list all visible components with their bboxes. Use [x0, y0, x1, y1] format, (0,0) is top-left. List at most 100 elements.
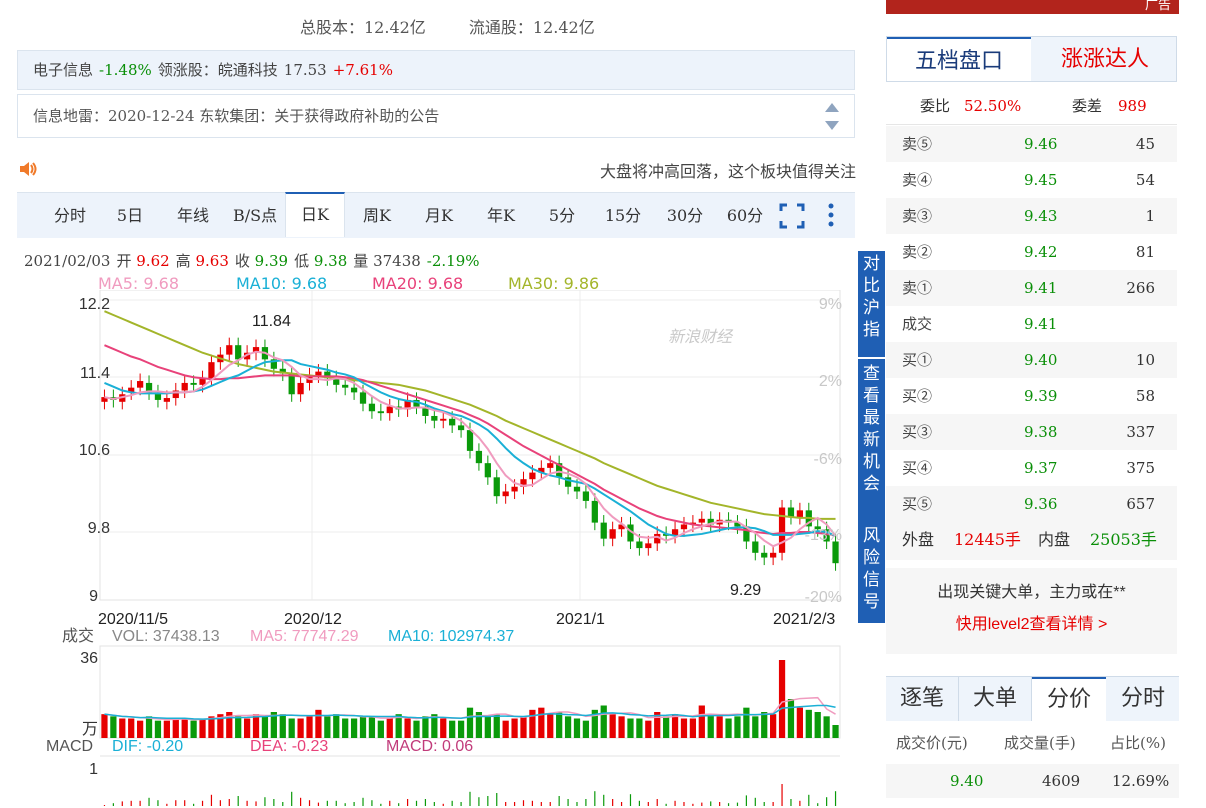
volume-bar — [796, 707, 803, 738]
ad-banner[interactable]: 广告 — [886, 0, 1179, 14]
candle-body — [440, 418, 447, 421]
tab-tick-by-tick[interactable]: 逐笔 — [886, 677, 959, 721]
fullscreen-icon[interactable] — [779, 203, 805, 229]
news-text[interactable]: 信息地雷：2020-12-24 东软集团：关于获得政府补助的公告 — [33, 107, 440, 125]
tip-text[interactable]: 大盘将冲高回落，这个板块值得关注 — [599, 162, 856, 181]
ma20-label: MA20: 9.68 — [372, 274, 464, 293]
volume-bar — [422, 716, 429, 738]
candle-body — [235, 345, 242, 360]
candle-body — [573, 486, 581, 492]
tab-5day[interactable]: 5日 — [116, 206, 144, 225]
speaker-icon[interactable] — [17, 158, 39, 180]
volume-bar — [484, 716, 491, 738]
tab-weekly-k[interactable]: 周K — [363, 206, 391, 225]
volume-bar — [645, 720, 652, 738]
candle-body — [279, 368, 286, 374]
candle-body — [413, 399, 420, 407]
candle-body — [324, 371, 331, 379]
candle-body — [493, 477, 500, 497]
tab-order-book[interactable]: 五档盘口 — [887, 37, 1031, 81]
trade-table-header: 成交价(元) 成交量(手) 占比(%) — [886, 728, 1179, 758]
scroll-down-icon[interactable] — [825, 121, 839, 130]
candle-body — [770, 552, 777, 558]
candle-body — [475, 450, 483, 464]
float-shares: 流通股：12.42亿 — [468, 18, 595, 37]
leader-name[interactable]: 皖通科技 — [217, 61, 278, 79]
volume-bar — [431, 714, 438, 738]
sector-bar[interactable]: 电子信息 -1.48% 领涨股：皖通科技 17.53 +7.61% — [17, 50, 855, 90]
sector-name[interactable]: 电子信息 — [33, 61, 94, 79]
vol-tick-0: 36 — [80, 650, 98, 667]
kline-chart[interactable]: 新浪财经 12.2 11.4 10.6 9.8 9 9% 2% -6% -13%… — [0, 290, 856, 808]
side-latest-chance[interactable]: 查看最新机会 — [858, 359, 885, 523]
tab-daily-k[interactable]: 日K — [285, 192, 345, 237]
tab-yearline[interactable]: 年线 — [176, 206, 209, 225]
volume-bar — [564, 716, 572, 738]
candle-body — [645, 543, 652, 549]
close-value: 9.39 — [254, 252, 289, 270]
tab-zhangzhang-daren[interactable]: 涨涨达人 — [1060, 47, 1149, 72]
tab-monthly-k[interactable]: 月K — [425, 206, 453, 225]
tab-price-distribution[interactable]: 分价 — [1032, 677, 1106, 721]
outer-label: 外盘 — [902, 530, 935, 549]
x-tick-0: 2020/11/5 — [98, 611, 168, 628]
tab-timeshare[interactable]: 分时 — [1120, 686, 1165, 711]
volume-bar — [618, 716, 625, 738]
tab-60min[interactable]: 60分 — [726, 206, 764, 225]
scroll-up-icon[interactable] — [825, 103, 839, 112]
volume-bar — [770, 714, 777, 738]
y-tick-4: 9 — [89, 588, 98, 605]
ob-price: 9.43 — [1024, 207, 1058, 225]
volume-bar — [636, 718, 643, 738]
candle-body — [591, 500, 598, 523]
tab-15min[interactable]: 15分 — [604, 206, 642, 225]
candle-body — [529, 472, 536, 480]
more-options-icon[interactable] — [825, 201, 837, 229]
ob-price: 9.40 — [1024, 351, 1058, 369]
volume-bar — [297, 718, 304, 738]
ob-volume: 1 — [1145, 207, 1155, 225]
tab-big-orders[interactable]: 大单 — [959, 677, 1032, 721]
volume-bar — [449, 720, 456, 738]
vol-tick-1: 万 — [82, 719, 98, 738]
candle-body — [252, 347, 260, 353]
vol-legend-ma5: MA5: 77747.29 — [250, 628, 359, 645]
tab-bs-points[interactable]: B/S点 — [232, 206, 278, 225]
volume-bar — [137, 720, 144, 738]
ob-price: 9.42 — [1024, 243, 1058, 261]
side-compare-index[interactable]: 对比沪指 — [858, 251, 885, 357]
candle-body — [538, 467, 545, 473]
chart-tab-bar: 分时 5日 年线 B/S点 日K 周K 月K 年K 5分 15分 30分 60分 — [17, 192, 855, 238]
order-book-row: 卖⑤ 9.46 45 — [886, 126, 1177, 163]
tab-5min[interactable]: 5分 — [548, 206, 576, 225]
macd-legend-dea: DEA: -0.23 — [250, 738, 328, 755]
price-panel-frame — [99, 290, 841, 601]
candle-body — [618, 524, 625, 530]
level2-link[interactable]: 快用level2查看详情 > — [955, 616, 1108, 633]
candle-body — [547, 463, 554, 468]
ma-lines — [104, 310, 837, 548]
candle-body — [154, 392, 162, 400]
ob-price: 9.38 — [1024, 423, 1058, 441]
col-volume: 成交量(手) — [1004, 734, 1076, 752]
candle-body — [654, 533, 661, 544]
tab-30min[interactable]: 30分 — [666, 206, 704, 225]
tab-fenshi[interactable]: 分时 — [53, 206, 86, 225]
ma10-label: MA10: 9.68 — [236, 274, 328, 293]
news-scroll-arrows[interactable] — [822, 101, 842, 131]
news-bar[interactable]: 信息地雷：2020-12-24 东软集团：关于获得政府补助的公告 — [17, 94, 855, 138]
vol-value: 37438 — [373, 252, 421, 270]
weicha-label: 委差 — [1072, 97, 1103, 115]
volume-bar — [315, 709, 322, 738]
candle-body — [270, 359, 277, 369]
volume-bar — [823, 716, 830, 738]
volume-bar — [466, 707, 474, 738]
y-tick-1: 11.4 — [80, 365, 110, 382]
volume-bar — [654, 712, 661, 738]
tab-yearly-k[interactable]: 年K — [487, 206, 515, 225]
candle-body — [333, 378, 340, 385]
candle-body — [734, 522, 741, 527]
volume-bar — [591, 709, 598, 738]
side-risk-signal[interactable]: 风险信号 — [858, 523, 885, 623]
volume-bar — [208, 716, 215, 738]
